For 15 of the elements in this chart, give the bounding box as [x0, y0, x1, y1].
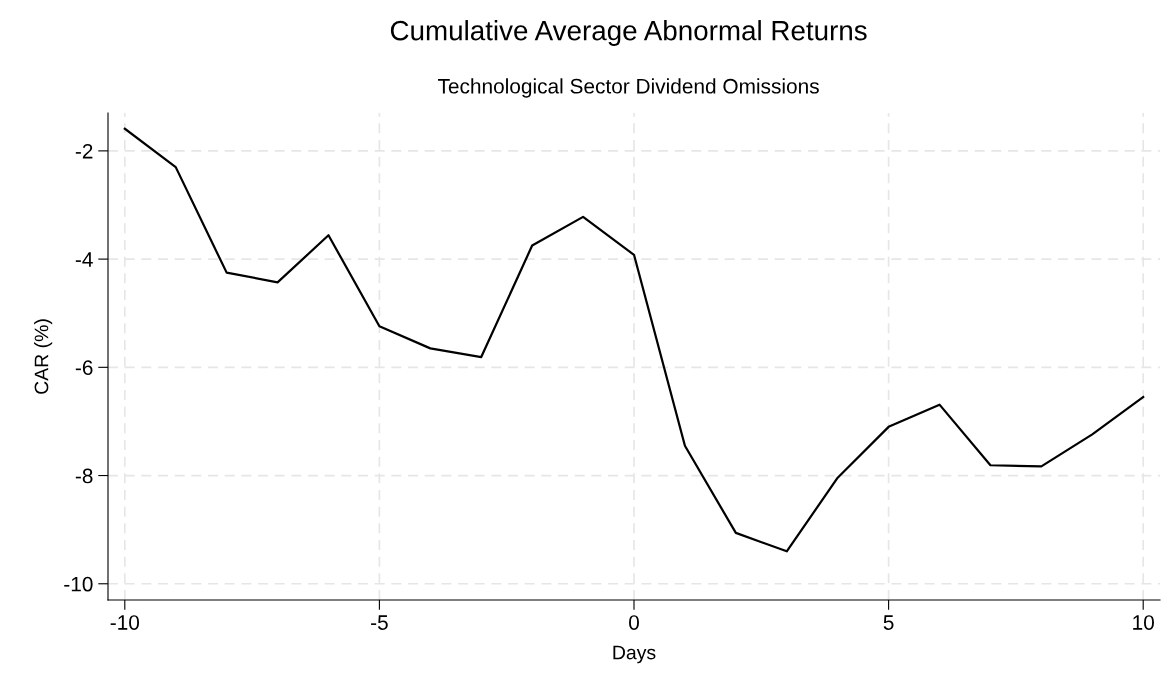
- y-tick-label: -2: [75, 143, 93, 159]
- x-tick-label: 5: [883, 615, 894, 630]
- y-tick-label: -4: [75, 252, 93, 267]
- y-tick-label: -6: [75, 360, 93, 376]
- y-tick-label: -8: [75, 468, 93, 484]
- chart-title: Cumulative Average Abnormal Returns: [390, 20, 867, 46]
- x-tick-label: -5: [371, 615, 388, 630]
- y-axis-title: CAR (%): [34, 319, 53, 394]
- x-axis-title: Days: [613, 645, 656, 664]
- x-tick-label: 0: [629, 615, 639, 630]
- line-series: [123, 127, 1145, 553]
- y-tick-label: -10: [64, 576, 93, 592]
- x-tick-label: 10: [1133, 615, 1154, 630]
- chart-subtitle: Technological Sector Dividend Omissions: [437, 78, 819, 98]
- x-tick-label: -10: [110, 615, 140, 630]
